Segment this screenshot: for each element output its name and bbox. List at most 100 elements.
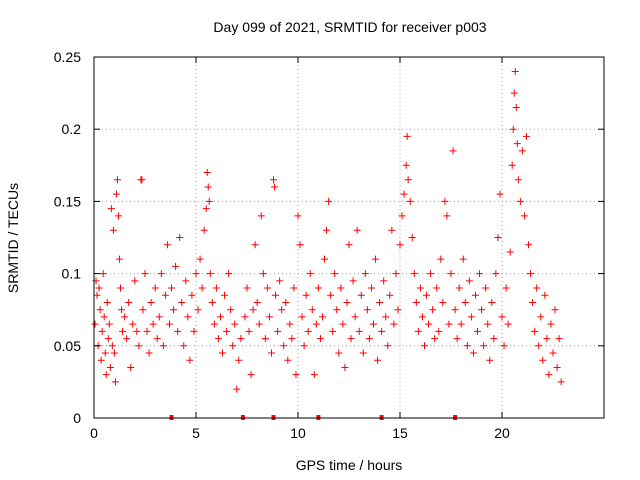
data-point — [251, 241, 259, 249]
data-point — [510, 89, 518, 97]
data-point — [529, 298, 537, 306]
data-point — [141, 270, 149, 278]
data-point — [533, 284, 541, 292]
data-point — [227, 306, 235, 314]
data-point — [118, 306, 126, 314]
data-point — [168, 284, 176, 292]
data-point — [165, 320, 173, 328]
data-point — [522, 132, 530, 140]
data-point — [494, 234, 502, 241]
data-point — [486, 356, 494, 364]
data-point — [174, 327, 182, 335]
data-point — [363, 306, 371, 314]
data-point — [467, 313, 475, 321]
data-point — [398, 212, 406, 220]
data-point — [145, 349, 153, 357]
data-point — [404, 176, 412, 184]
data-point — [482, 284, 490, 292]
data-point — [341, 363, 349, 371]
data-point — [380, 277, 388, 285]
data-point — [463, 342, 471, 350]
data-point — [101, 349, 109, 357]
data-point — [516, 197, 524, 205]
data-point — [298, 313, 306, 321]
data-point — [427, 270, 435, 278]
data-point — [457, 320, 465, 328]
data-point — [180, 342, 188, 350]
data-point — [508, 161, 516, 169]
data-point — [471, 291, 479, 299]
data-point — [233, 385, 241, 393]
data-point — [103, 298, 111, 306]
data-point — [318, 313, 326, 321]
data-point — [188, 291, 196, 299]
data-point — [176, 234, 184, 241]
data-point — [500, 342, 508, 350]
data-point — [186, 356, 194, 364]
data-point — [170, 306, 178, 314]
data-point — [459, 255, 467, 263]
data-point — [155, 313, 163, 321]
data-point — [292, 371, 300, 379]
data-point — [511, 67, 519, 75]
data-point — [394, 306, 402, 314]
data-point — [545, 371, 553, 379]
data-point — [382, 313, 390, 321]
data-point — [121, 313, 129, 321]
data-point — [337, 284, 345, 292]
data-point — [308, 306, 316, 314]
data-point — [537, 313, 545, 321]
data-point — [520, 212, 528, 220]
data-point — [243, 284, 251, 292]
data-point — [306, 270, 314, 278]
data-point — [527, 270, 535, 278]
data-point — [131, 277, 139, 285]
data-point — [263, 284, 271, 292]
data-point — [113, 176, 121, 184]
x-axis-label: GPS time / hours — [296, 457, 403, 473]
data-point — [225, 270, 233, 278]
data-point — [157, 270, 165, 278]
data-point — [270, 176, 278, 184]
data-point — [402, 161, 410, 169]
data-point — [378, 327, 386, 335]
data-point — [484, 320, 492, 328]
data-point — [302, 291, 310, 299]
data-point — [423, 291, 431, 299]
data-point — [135, 342, 143, 350]
data-point — [372, 255, 380, 263]
y-tick-label: 0.15 — [54, 193, 81, 209]
data-point — [223, 327, 231, 335]
data-point — [206, 270, 214, 278]
data-point — [325, 197, 333, 205]
data-point — [106, 363, 114, 371]
data-point — [310, 371, 318, 379]
data-point — [312, 320, 320, 328]
data-point — [425, 320, 433, 328]
data-point — [304, 327, 312, 335]
x-tick-label: 20 — [494, 425, 510, 441]
data-point — [196, 255, 204, 263]
data-point — [265, 313, 273, 321]
data-point — [91, 320, 99, 328]
data-point — [257, 212, 265, 220]
data-point — [112, 190, 120, 198]
data-point — [339, 320, 347, 328]
data-point — [133, 327, 141, 335]
data-point — [151, 284, 159, 292]
data-point — [214, 335, 222, 343]
data-point — [105, 320, 113, 328]
data-point — [143, 327, 151, 335]
data-point — [99, 270, 107, 278]
data-point — [237, 335, 245, 343]
y-tick-label: 0.25 — [54, 49, 81, 65]
data-point — [400, 190, 408, 198]
data-point — [343, 298, 351, 306]
data-point — [216, 313, 224, 321]
x-tick-label: 0 — [90, 425, 98, 441]
data-point — [514, 176, 522, 184]
data-point — [474, 327, 482, 335]
data-point — [392, 270, 400, 278]
data-point — [449, 147, 457, 155]
data-point — [525, 241, 533, 249]
